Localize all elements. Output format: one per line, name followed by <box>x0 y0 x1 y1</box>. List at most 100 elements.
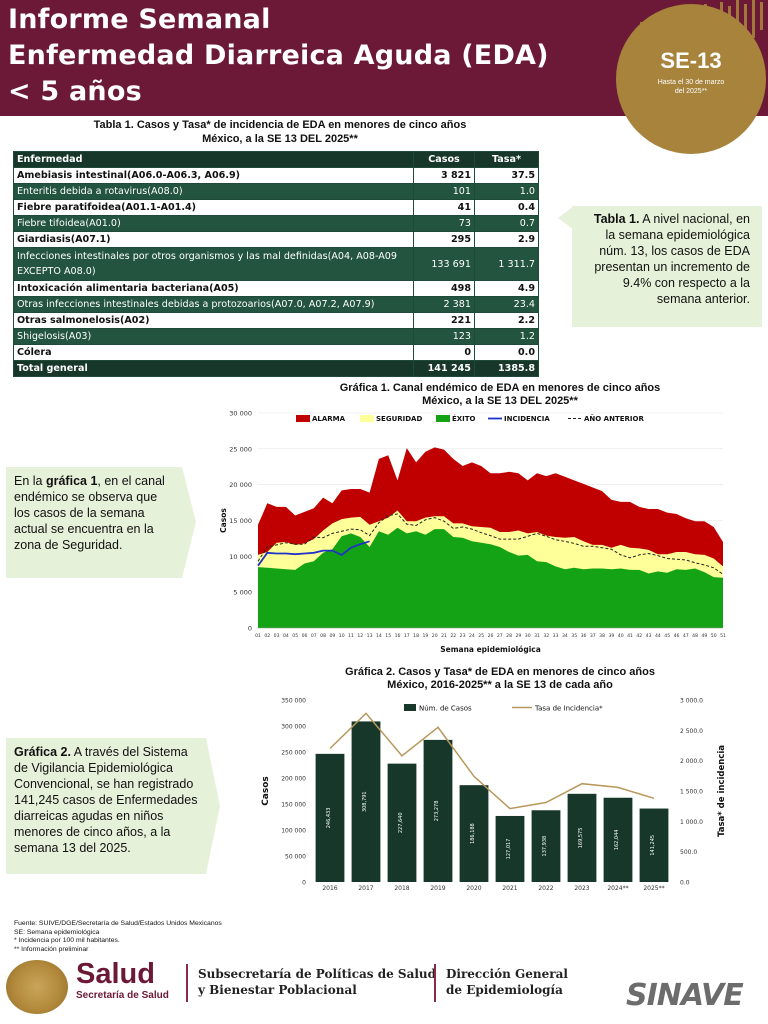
callout-tabla-text: A nivel nacional, en la semana epidemiol… <box>594 212 750 306</box>
chart1-x-tick: 41 <box>627 633 633 639</box>
chart1-legend-label-seguridad: SEGURIDAD <box>376 415 422 423</box>
chart2-y2-tick: 3 000.0 <box>680 698 703 705</box>
chart1-y-tick: 25 000 <box>229 445 252 453</box>
cell-tasa: 1.2 <box>474 328 539 345</box>
chart1-x-tick: 45 <box>664 633 670 639</box>
chart1-x-tick: 21 <box>441 633 447 639</box>
callout-g2-label: Gráfica 2. <box>14 745 71 759</box>
chart1-x-tick: 09 <box>329 633 335 639</box>
cell-total-label: Total general <box>13 360 414 377</box>
col-enfermedad: Enfermedad <box>13 151 414 168</box>
chart1-y-tick: 5 000 <box>233 589 252 597</box>
col-tasa: Tasa* <box>474 151 539 168</box>
cell-tasa: 4.9 <box>474 280 539 297</box>
table-row: Fiebre paratifoidea(A01.1-A01.4) 41 0.4 <box>13 199 539 216</box>
page-title: Informe Semanal Enfermedad Diarreica Agu… <box>8 2 549 110</box>
chart2-bar <box>639 808 669 882</box>
chart1-x-tick: 03 <box>274 633 280 639</box>
direccion-epidemiologia: Dirección General de Epidemiología <box>446 966 568 998</box>
callout-tabla-label: Tabla 1. <box>593 212 640 226</box>
chart1-x-tick: 44 <box>655 633 661 639</box>
chart1-x-tick: 38 <box>599 633 605 639</box>
chart1-y-tick: 20 000 <box>229 481 252 489</box>
chart2-x-tick: 2022 <box>538 885 553 892</box>
chart1-x-label: Semana epidemiológica <box>440 645 541 654</box>
chart1-legend-swatch-seguridad <box>360 415 374 422</box>
table-title-line-2: México, a la SE 13 DEL 2025** <box>202 133 358 145</box>
cell-casos: 73 <box>413 215 475 232</box>
chart1-x-tick: 47 <box>683 633 689 639</box>
chart2-bar <box>567 793 597 882</box>
chart2-legend-label-bars: Núm. de Casos <box>419 705 472 713</box>
title-line-3: < 5 años <box>8 76 142 107</box>
chart2-bar <box>459 785 489 882</box>
chart1-x-tick: 22 <box>450 633 456 639</box>
chart1-legend-label-incidencia: INCIDENCIA <box>504 415 550 423</box>
subsecretaria-line-1: Subsecretaría de Políticas de Salud <box>198 967 437 981</box>
footnotes: Fuente: SUIVE/DGE/Secretaría de Salud/Es… <box>14 920 222 954</box>
chart1-legend-label-exito: ÉXITO <box>452 414 476 423</box>
chart1-x-tick: 01 <box>255 633 261 639</box>
table-row: Infecciones intestinales por otros organ… <box>13 247 539 281</box>
chart2-bar-label: 273,278 <box>434 801 440 822</box>
cell-tasa: 2.9 <box>474 231 539 248</box>
cell-total-casos: 141 245 <box>413 360 475 377</box>
cell-casos: 498 <box>413 280 475 297</box>
sinave-logo: SINAVE <box>626 978 744 1013</box>
chart1-x-tick: 29 <box>515 633 521 639</box>
chart1-x-tick: 51 <box>720 633 726 639</box>
chart2-y-tick: 200 000 <box>281 776 306 783</box>
chart2-y-tick: 350 000 <box>281 698 306 705</box>
table-total-row: Total general 141 245 1385.8 <box>13 360 539 377</box>
chart2-legend-label-line: Tasa de Incidencia* <box>534 705 603 713</box>
footer-divider-2 <box>434 964 436 1002</box>
chart1-x-tick: 13 <box>367 633 373 639</box>
chart2-y-tick: 0 <box>302 880 306 887</box>
chart2-title-line-2: México, 2016-2025** a la SE 13 de cada a… <box>387 679 613 691</box>
cell-enfermedad: Otras infecciones intestinales debidas a… <box>13 296 414 313</box>
chart2-y-tick: 150 000 <box>281 802 306 809</box>
table-header-row: Enfermedad Casos Tasa* <box>13 151 539 168</box>
chart2-y-tick: 100 000 <box>281 828 306 835</box>
cell-enfermedad: Amebiasis intestinal(A06.0-A06.3, A06.9) <box>13 167 414 184</box>
chart1-y-label: Casos <box>219 508 228 533</box>
chart2-y2-tick: 0.0 <box>680 880 690 887</box>
chart1-x-tick: 39 <box>608 633 614 639</box>
chart1-x-tick: 02 <box>264 633 270 639</box>
chart2-bar <box>423 739 453 882</box>
chart2-bar-label: 308,791 <box>362 791 368 812</box>
cell-casos: 2 381 <box>413 296 475 313</box>
chart1-x-tick: 06 <box>302 633 308 639</box>
cell-total-tasa: 1385.8 <box>474 360 539 377</box>
eda-table: Enfermedad Casos Tasa* Amebiasis intesti… <box>13 151 539 377</box>
footnote-se: SE: Semana epidemiológica <box>14 928 100 936</box>
table-row: Giardiasis(A07.1) 295 2.9 <box>13 231 539 248</box>
cell-enfermedad: Infecciones intestinales por otros organ… <box>13 247 414 281</box>
chart2-bar <box>603 797 633 882</box>
chart1-legend-label-anterior: AÑO ANTERIOR <box>584 414 644 423</box>
chart1-y-tick: 10 000 <box>229 553 252 561</box>
chart1-x-tick: 07 <box>311 633 317 639</box>
chart1-x-tick: 14 <box>376 633 382 639</box>
chart1-x-tick: 46 <box>674 633 680 639</box>
chart1-x-tick: 04 <box>283 633 289 639</box>
table-row: Amebiasis intestinal(A06.0-A06.3, A06.9)… <box>13 167 539 184</box>
cell-casos: 41 <box>413 199 475 216</box>
chart1-x-tick: 28 <box>506 633 512 639</box>
chart1-x-tick: 23 <box>460 633 466 639</box>
footnote-incidencia: * Incidencia por 100 mil habitantes. <box>14 937 120 944</box>
chart1-x-tick: 40 <box>618 633 624 639</box>
chart1-x-tick: 12 <box>357 633 363 639</box>
cases-rate-chart: 0 50 000 100 000 150 000 200 000 250 000 300 0… <box>261 698 727 893</box>
chart1-line-incidencia <box>257 540 370 567</box>
chart1-x-tick: 36 <box>581 633 587 639</box>
chart2-x-tick: 2019 <box>430 885 445 892</box>
cell-tasa: 23.4 <box>474 296 539 313</box>
chart1-x-tick: 25 <box>478 633 484 639</box>
chart2-bar-label: 246,433 <box>326 808 332 829</box>
chart2-title: Gráfica 2. Casos y Tasa* de EDA en menor… <box>300 666 700 692</box>
week-badge-date-2: del 2025** <box>674 88 708 95</box>
chart2-bar <box>531 810 561 882</box>
chart2-y-tick: 300 000 <box>281 724 306 731</box>
chart2-title-line-1: Gráfica 2. Casos y Tasa* de EDA en menor… <box>345 666 655 678</box>
